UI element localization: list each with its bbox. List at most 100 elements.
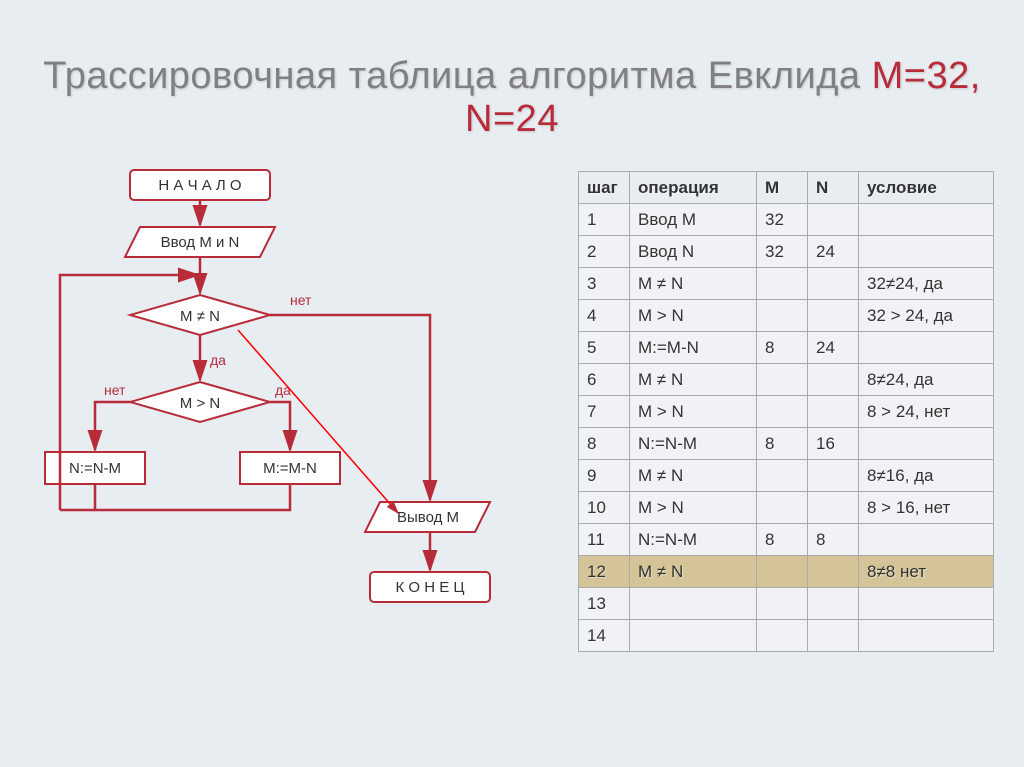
cell-step: 6 — [579, 364, 630, 396]
cell-n — [808, 460, 859, 492]
cell-step: 10 — [579, 492, 630, 524]
cond2-no-label: нет — [104, 382, 126, 398]
page-title: Трассировочная таблица алгоритма Евклида… — [0, 0, 1024, 141]
cell-step: 12 — [579, 556, 630, 588]
cell-step: 11 — [579, 524, 630, 556]
cell-m: 8 — [757, 332, 808, 364]
cell-cond — [859, 588, 994, 620]
th-n: N — [808, 172, 859, 204]
cell-cond — [859, 236, 994, 268]
cell-op: N:=N-M — [630, 524, 757, 556]
cell-n — [808, 268, 859, 300]
cell-op — [630, 620, 757, 652]
th-step: шаг — [579, 172, 630, 204]
cell-n — [808, 364, 859, 396]
cell-m: 8 — [757, 428, 808, 460]
cell-m — [757, 460, 808, 492]
table-row: 10M > N8 > 16, нет — [579, 492, 994, 524]
table-row: 6M ≠ N 8≠24, да — [579, 364, 994, 396]
table-row: 14 — [579, 620, 994, 652]
cell-m — [757, 396, 808, 428]
node-op-left-label: N:=N-M — [69, 460, 121, 477]
node-cond1-label: M ≠ N — [180, 308, 220, 325]
cell-n — [808, 492, 859, 524]
cell-m: 8 — [757, 524, 808, 556]
cell-op: Ввод M — [630, 204, 757, 236]
node-cond2-label: M > N — [180, 395, 220, 412]
cell-step: 5 — [579, 332, 630, 364]
node-end-label: К О Н Е Ц — [395, 579, 464, 596]
cell-m — [757, 364, 808, 396]
table-row: 8N:=N-M816 — [579, 428, 994, 460]
th-op: операция — [630, 172, 757, 204]
title-plain: Трассировочная таблица алгоритма Евклида — [43, 55, 871, 97]
cell-n — [808, 300, 859, 332]
cell-m: 32 — [757, 204, 808, 236]
cell-op — [630, 588, 757, 620]
table-row: 12M ≠ N8≠8 нет — [579, 556, 994, 588]
cell-m — [757, 620, 808, 652]
cell-n — [808, 588, 859, 620]
table-row: 4M > N 32 > 24, да — [579, 300, 994, 332]
cell-m — [757, 588, 808, 620]
node-output-label: Вывод M — [397, 509, 459, 526]
cell-op: M ≠ N — [630, 268, 757, 300]
cell-cond — [859, 620, 994, 652]
cell-op: M > N — [630, 300, 757, 332]
cell-cond: 32 > 24, да — [859, 300, 994, 332]
cell-m — [757, 300, 808, 332]
cell-op: M:=M-N — [630, 332, 757, 364]
cell-cond: 8 > 16, нет — [859, 492, 994, 524]
table-header-row: шаг операция M N условие — [579, 172, 994, 204]
cell-step: 9 — [579, 460, 630, 492]
cell-cond — [859, 332, 994, 364]
cell-step: 2 — [579, 236, 630, 268]
cell-op: N:=N-M — [630, 428, 757, 460]
node-start-label: Н А Ч А Л О — [158, 177, 241, 194]
cell-m — [757, 556, 808, 588]
cell-op: M ≠ N — [630, 364, 757, 396]
cell-cond: 8≠16, да — [859, 460, 994, 492]
table-row: 9M ≠ N 8≠16, да — [579, 460, 994, 492]
cell-step: 1 — [579, 204, 630, 236]
cell-cond: 8≠24, да — [859, 364, 994, 396]
cell-n — [808, 396, 859, 428]
cell-op: M ≠ N — [630, 556, 757, 588]
th-cond: условие — [859, 172, 994, 204]
cell-n — [808, 620, 859, 652]
flowchart: Н А Ч А Л О Ввод M и N M ≠ N нет да M > … — [30, 165, 500, 665]
table-row: 5M:=M-N824 — [579, 332, 994, 364]
cell-step: 4 — [579, 300, 630, 332]
cell-m — [757, 492, 808, 524]
node-input-label: Ввод M и N — [161, 234, 240, 251]
cell-step: 7 — [579, 396, 630, 428]
cell-op: Ввод N — [630, 236, 757, 268]
cell-m: 32 — [757, 236, 808, 268]
cell-step: 14 — [579, 620, 630, 652]
cell-n: 24 — [808, 332, 859, 364]
cell-op: M > N — [630, 396, 757, 428]
cell-step: 13 — [579, 588, 630, 620]
table-row: 2Ввод N3224 — [579, 236, 994, 268]
cell-cond: 32≠24, да — [859, 268, 994, 300]
th-m: M — [757, 172, 808, 204]
cell-op: M ≠ N — [630, 460, 757, 492]
cell-m — [757, 268, 808, 300]
cell-cond — [859, 524, 994, 556]
table-row: 11N:=N-M88 — [579, 524, 994, 556]
cell-n: 24 — [808, 236, 859, 268]
cell-cond — [859, 204, 994, 236]
table-row: 3M ≠ N 32≠24, да — [579, 268, 994, 300]
cell-step: 3 — [579, 268, 630, 300]
table-row: 7M > N 8 > 24, нет — [579, 396, 994, 428]
cell-n — [808, 556, 859, 588]
cell-cond: 8 > 24, нет — [859, 396, 994, 428]
cell-step: 8 — [579, 428, 630, 460]
cell-n: 8 — [808, 524, 859, 556]
cond1-yes-label: да — [210, 352, 226, 368]
cond2-yes-label: да — [275, 382, 291, 398]
node-op-right-label: M:=M-N — [263, 460, 317, 477]
trace-table: шаг операция M N условие 1Ввод M322Ввод … — [578, 171, 994, 652]
table-row: 13 — [579, 588, 994, 620]
table-row: 1Ввод M32 — [579, 204, 994, 236]
